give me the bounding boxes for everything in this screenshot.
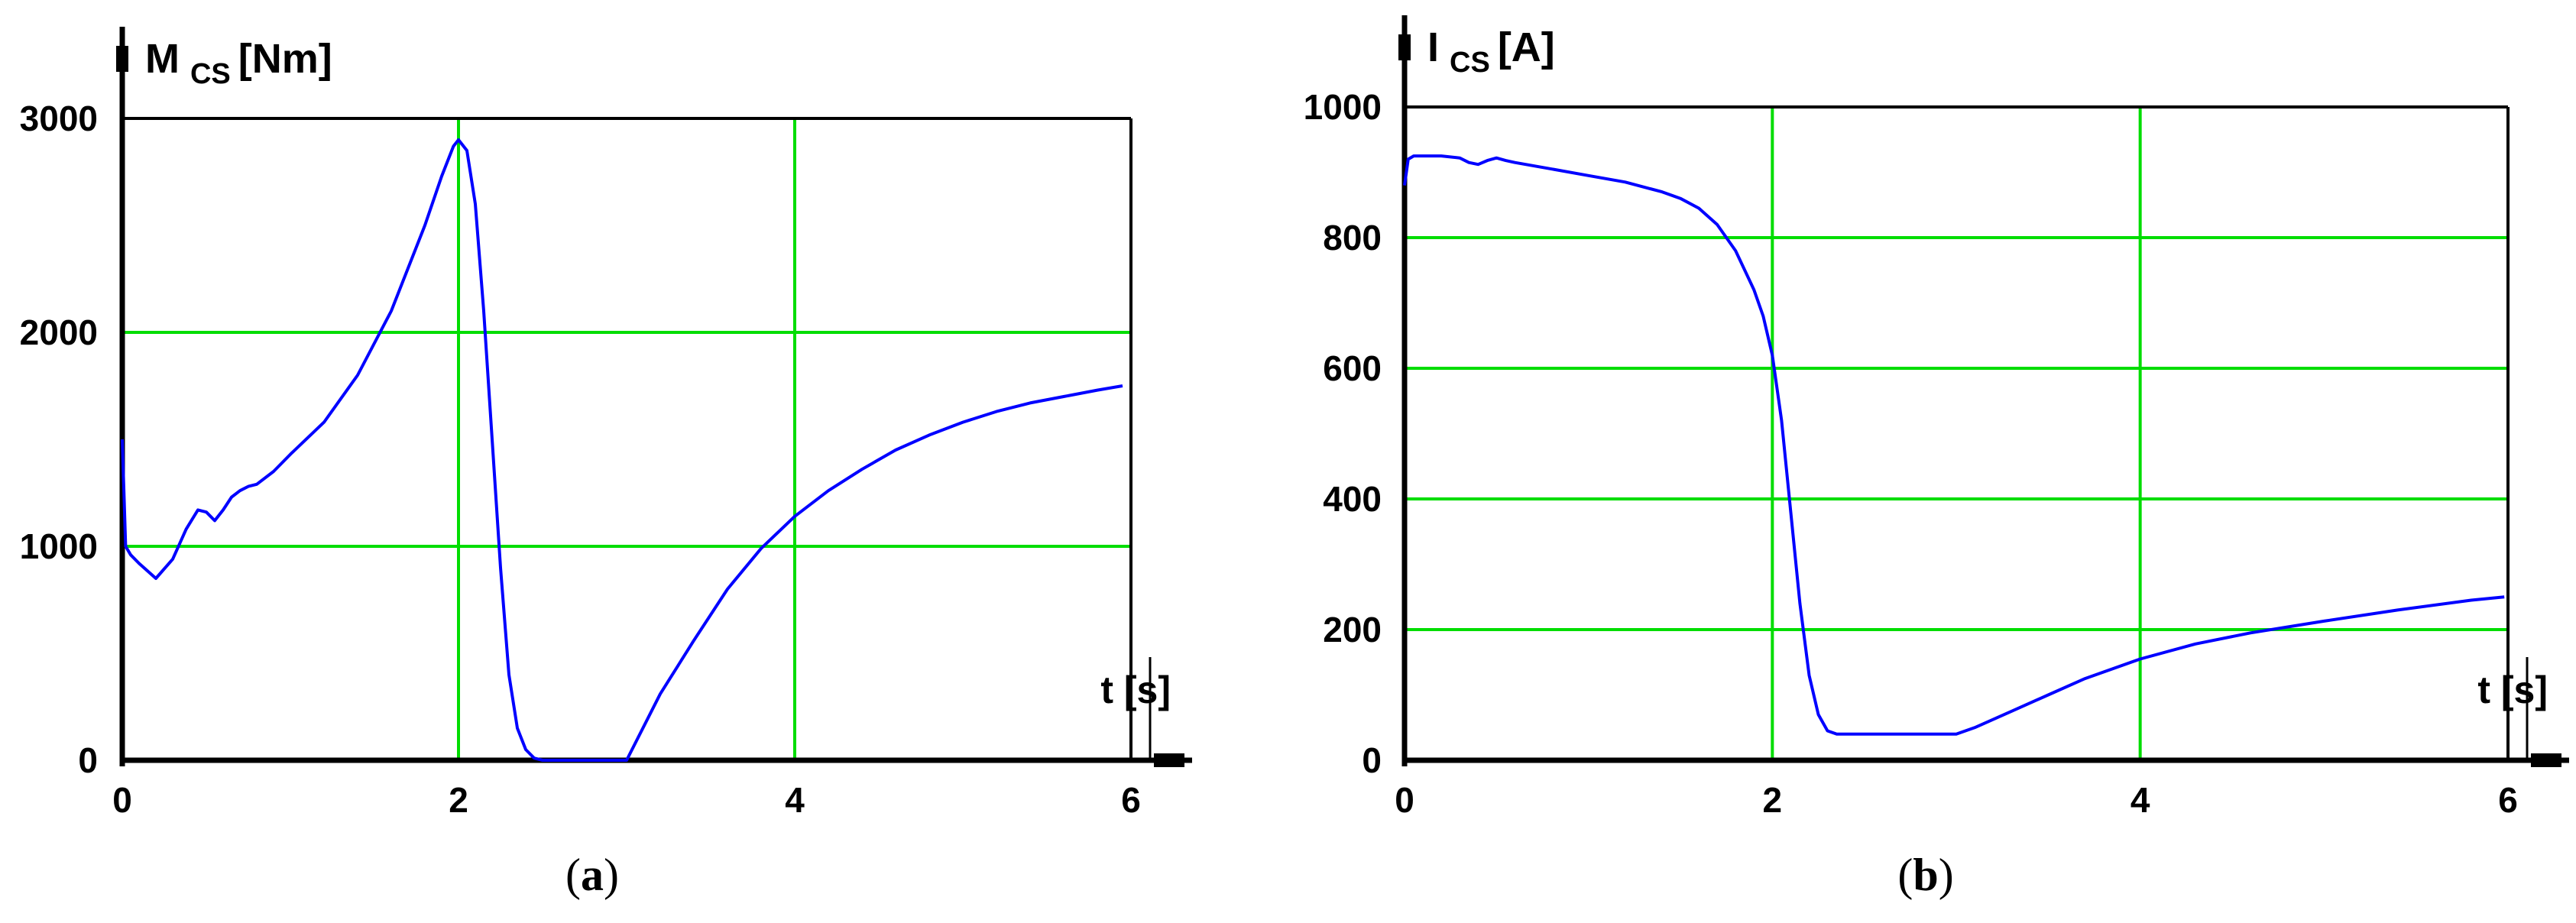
y-tick-label: 1000 xyxy=(1304,87,1382,127)
series-line xyxy=(1403,154,2505,736)
series-line xyxy=(121,138,1123,762)
y-tick-label: 200 xyxy=(1323,610,1382,649)
y-axis-arrow-marker xyxy=(1398,34,1411,60)
panel-caption: (b) xyxy=(1897,850,1953,900)
y-tick-label: 0 xyxy=(78,740,98,780)
caption-letter: a xyxy=(581,850,604,900)
x-tick-label: 4 xyxy=(785,780,805,820)
y-tick-label: 3000 xyxy=(20,99,98,138)
y-tick-label: 600 xyxy=(1323,348,1382,388)
y-axis-label-symbol: M xyxy=(145,36,180,82)
x-tick-label: 2 xyxy=(449,780,468,820)
y-tick-label: 400 xyxy=(1323,479,1382,519)
y-tick-label: 0 xyxy=(1362,740,1382,780)
y-tick-label: 1000 xyxy=(20,526,98,566)
caption-letter: b xyxy=(1913,850,1938,900)
x-tick-label: 4 xyxy=(2130,780,2150,820)
x-tick-label: 2 xyxy=(1763,780,1783,820)
caption-close-paren: ) xyxy=(604,850,619,900)
panel-caption: (a) xyxy=(565,850,619,900)
x-axis-arrow-marker xyxy=(1154,753,1184,767)
chart-panel-a: 0 1000 2000 3000 0 2 4 6 M CS [Nm] t [s] (a) xyxy=(20,27,1192,900)
y-axis-arrow-marker xyxy=(116,46,128,72)
y-axis-label: I CS [A] xyxy=(1427,24,1555,79)
y-axis-label-subscript: CS xyxy=(190,58,231,90)
y-tick-label: 800 xyxy=(1323,218,1382,257)
y-axis-label-subscript: CS xyxy=(1450,47,1490,79)
x-axis-arrow-marker xyxy=(2531,753,2561,767)
y-axis-label-unit: [A] xyxy=(1498,24,1555,70)
x-axis-label: t [s] xyxy=(2477,669,2548,711)
x-tick-label: 6 xyxy=(1121,780,1141,820)
y-axis-label: M CS [Nm] xyxy=(145,36,332,90)
caption-close-paren: ) xyxy=(1939,850,1954,900)
x-axis-label: t [s] xyxy=(1100,669,1171,711)
x-tick-label: 0 xyxy=(112,780,132,820)
chart-panel-b: 0 200 400 600 800 1000 0 2 4 6 I CS [A] t [s] (b) xyxy=(1304,15,2569,900)
y-axis-label-symbol: I xyxy=(1427,24,1439,70)
caption-open-paren: ( xyxy=(1897,850,1913,900)
y-axis-label-unit: [Nm] xyxy=(238,36,332,82)
x-tick-label: 6 xyxy=(2498,780,2518,820)
caption-open-paren: ( xyxy=(565,850,581,900)
y-tick-label: 2000 xyxy=(20,313,98,352)
x-tick-label: 0 xyxy=(1395,780,1414,820)
